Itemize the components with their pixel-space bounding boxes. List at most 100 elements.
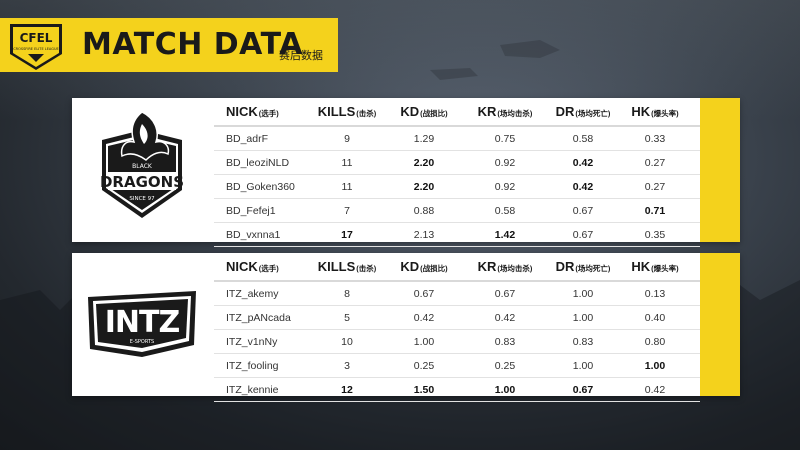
team-logo: INTZ E-SPORTS (72, 253, 212, 396)
header-nick: NICK(选手) (226, 259, 279, 274)
intz-logo-sub: E-SPORTS (130, 339, 154, 345)
cell-dr: 0.67 (572, 204, 594, 217)
table-header: NICK(选手) KILLS(击杀) KD(战损比) KR(场均击杀) DR(场… (214, 253, 700, 282)
intz-logo-icon: INTZ E-SPORTS (88, 290, 196, 357)
cell-kd: 1.50 (413, 383, 435, 396)
cell-kills: 9 (344, 132, 350, 145)
table-row: ITZ_fooling 3 0.25 0.25 1.00 1.00 (214, 354, 700, 378)
cell-hk: 1.00 (644, 359, 666, 372)
cell-nick: BD_vxnna1 (226, 228, 281, 241)
table-row: ITZ_v1nNy 10 1.00 0.83 0.83 0.80 (214, 330, 700, 354)
black-dragons-logo-since: SINCE 97 (129, 196, 155, 202)
cell-dr: 0.67 (572, 383, 594, 396)
cell-kd: 2.13 (413, 228, 435, 241)
cell-kills: 5 (344, 311, 350, 324)
cell-kd: 2.20 (413, 180, 435, 193)
cell-kr: 1.00 (494, 383, 516, 396)
table-row: ITZ_kennie 12 1.50 1.00 0.67 0.42 (214, 378, 700, 402)
table-row: ITZ_pANcada 5 0.42 0.42 1.00 0.40 (214, 306, 700, 330)
header-dr: DR(场均死亡) (555, 104, 611, 119)
table-header: NICK(选手) KILLS(击杀) KD(战损比) KR(场均击杀) DR(场… (214, 98, 700, 127)
cell-hk: 0.80 (644, 335, 666, 348)
table-row: BD_leoziNLD 11 2.20 0.92 0.42 0.27 (214, 151, 700, 175)
cell-hk: 0.40 (644, 311, 666, 324)
cell-kd: 1.00 (413, 335, 435, 348)
cell-hk: 0.42 (644, 383, 666, 396)
cell-kills: 3 (344, 359, 350, 372)
cell-nick: ITZ_fooling (226, 359, 279, 372)
cell-kills: 10 (341, 335, 353, 348)
cell-dr: 1.00 (572, 287, 594, 300)
panel-accent (700, 98, 740, 242)
header-kr: KR(场均击杀) (477, 259, 533, 274)
cell-kills: 11 (341, 180, 353, 193)
team-panel-intz: INTZ E-SPORTS NICK(选手) KILLS(击杀) KD(战损比)… (72, 253, 740, 402)
cell-kills: 12 (341, 383, 353, 396)
cell-kills: 11 (341, 156, 353, 169)
cell-dr: 0.67 (572, 228, 594, 241)
cell-nick: ITZ_kennie (226, 383, 279, 396)
header-kd: KD(战损比) (400, 259, 448, 274)
table-row: ITZ_akemy 8 0.67 0.67 1.00 0.13 (214, 282, 700, 306)
cell-kr: 0.83 (494, 335, 516, 348)
cell-dr: 0.42 (572, 156, 594, 169)
cell-hk: 0.35 (644, 228, 666, 241)
header-hk: HK(爆头率) (631, 259, 679, 274)
cell-nick: BD_Goken360 (226, 180, 295, 193)
header-bar: CFEL CROSSFIRE ELITE LEAGUE MATCH DATA 赛… (0, 18, 338, 72)
cell-nick: ITZ_v1nNy (226, 335, 278, 348)
cfel-logo-text: CFEL (20, 31, 53, 45)
cell-nick: BD_leoziNLD (226, 156, 290, 169)
cell-kr: 1.42 (494, 228, 516, 241)
cell-kd: 0.42 (413, 311, 435, 324)
cell-kr: 0.67 (494, 287, 516, 300)
header-kills: KILLS(击杀) (317, 259, 377, 274)
cell-nick: ITZ_akemy (226, 287, 279, 300)
stats-table-intz: NICK(选手) KILLS(击杀) KD(战损比) KR(场均击杀) DR(场… (214, 253, 700, 402)
cell-hk: 0.71 (644, 204, 666, 217)
cell-kd: 1.29 (413, 132, 435, 145)
cell-dr: 0.58 (572, 132, 594, 145)
cell-kr: 0.75 (494, 132, 516, 145)
header-hk: HK(爆头率) (631, 104, 679, 119)
cell-hk: 0.27 (644, 180, 666, 193)
header-dr: DR(场均死亡) (555, 259, 611, 274)
cell-dr: 0.42 (572, 180, 594, 193)
cell-kr: 0.58 (494, 204, 516, 217)
cell-nick: ITZ_pANcada (226, 311, 291, 324)
cell-kd: 0.25 (413, 359, 435, 372)
panel-accent (700, 253, 740, 396)
cell-kills: 17 (341, 228, 353, 241)
cell-hk: 0.13 (644, 287, 666, 300)
page-title: MATCH DATA (82, 27, 303, 62)
header-kills: KILLS(击杀) (317, 104, 377, 119)
cell-dr: 1.00 (572, 359, 594, 372)
cell-hk: 0.27 (644, 156, 666, 169)
header-kd: KD(战损比) (400, 104, 448, 119)
table-row: BD_adrF 9 1.29 0.75 0.58 0.33 (214, 127, 700, 151)
cell-kd: 2.20 (413, 156, 435, 169)
table-row: BD_vxnna1 17 2.13 1.42 0.67 0.35 (214, 223, 700, 247)
table-rows: ITZ_akemy 8 0.67 0.67 1.00 0.13 ITZ_pANcada 5 0.… (214, 282, 700, 402)
cfel-logo-icon: CFEL CROSSFIRE ELITE LEAGUE (10, 24, 62, 70)
cell-kills: 8 (344, 287, 350, 300)
cell-kr: 0.42 (494, 311, 516, 324)
cell-nick: BD_adrF (226, 132, 269, 145)
cell-kr: 0.92 (494, 180, 516, 193)
stats-table-black-dragons: NICK(选手) KILLS(击杀) KD(战损比) KR(场均击杀) DR(场… (214, 98, 700, 247)
cell-nick: BD_Fefej1 (226, 204, 276, 217)
black-dragons-logo-top: BLACK (132, 163, 153, 170)
intz-logo-word: INTZ (105, 305, 180, 340)
cell-dr: 0.83 (572, 335, 594, 348)
table-row: BD_Fefej1 7 0.88 0.58 0.67 0.71 (214, 199, 700, 223)
table-row: BD_Goken360 11 2.20 0.92 0.42 0.27 (214, 175, 700, 199)
team-panel-black-dragons: DRAGONS BLACK SINCE 97 NICK(选手) KILLS(击杀… (72, 98, 740, 247)
cell-dr: 1.00 (572, 311, 594, 324)
cell-kills: 7 (344, 204, 350, 217)
header-nick: NICK(选手) (226, 104, 279, 119)
page-subtitle: 赛后数据 (279, 49, 323, 62)
cell-kr: 0.92 (494, 156, 516, 169)
cfel-logo-subtext: CROSSFIRE ELITE LEAGUE (13, 47, 59, 51)
black-dragons-logo-word: DRAGONS (100, 173, 184, 191)
cell-kr: 0.25 (494, 359, 516, 372)
